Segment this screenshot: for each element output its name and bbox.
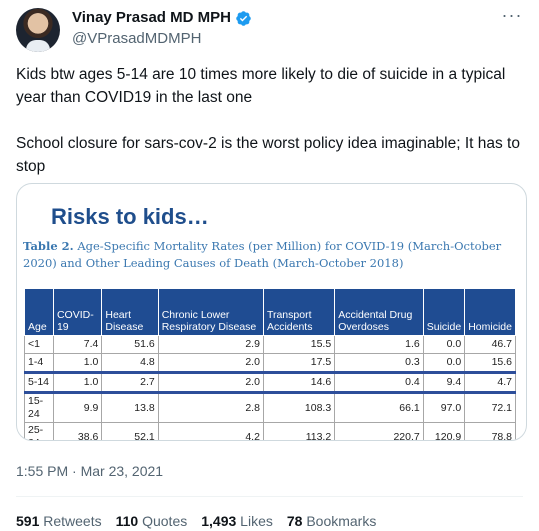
tweet-media-image[interactable]: Risks to kids… Table 2. Age-Specific Mor… — [16, 183, 527, 441]
table-header-row: Age COVID-19 Heart Disease Chronic Lower Re… — [24, 288, 516, 336]
table-value-cell: 2.8 — [157, 392, 264, 423]
tweet-paragraph-1: Kids btw ages 5-14 are 10 times more lik… — [16, 66, 506, 106]
table-caption-text: Age-Specific Mortality Rates (per Millio… — [23, 239, 502, 270]
table-caption: Table 2. Age-Specific Mortality Rates (p… — [23, 238, 519, 272]
table-value-cell: 1.0 — [52, 371, 103, 394]
bookmarks-count: 78 — [286, 513, 303, 529]
table-value-cell: 2.0 — [157, 371, 264, 394]
table-age-cell: 5-14 — [24, 371, 54, 394]
table-value-cell: 46.7 — [464, 335, 516, 354]
tweet-header: Vinay Prasad MD MPH @VPrasadMDMPH ··· — [16, 5, 523, 56]
table-value-cell: 0.0 — [422, 353, 466, 373]
table-age-cell: <1 — [24, 335, 54, 354]
table-value-cell: 15.6 — [464, 353, 516, 373]
author-handle[interactable]: @VPrasadMDMPH — [72, 30, 202, 47]
retweets-stat[interactable]: 591 Retweets — [16, 513, 102, 529]
table-header-cell: Suicide — [422, 288, 466, 336]
table-row: <1 7.4 51.6 2.9 15.5 1.6 0.0 46.7 — [24, 335, 516, 354]
quotes-stat[interactable]: 110 Quotes — [116, 513, 188, 529]
table-value-cell: 0.3 — [334, 353, 424, 373]
table-value-cell: 7.4 — [52, 335, 103, 354]
table-value-cell: 9.9 — [52, 392, 103, 423]
table-value-cell: 9.4 — [422, 371, 466, 394]
table-value-cell: 13.8 — [101, 392, 159, 423]
retweets-count: 591 — [16, 513, 40, 529]
table-value-cell: 2.9 — [157, 335, 264, 354]
table-header-cell: Transport Accidents — [262, 288, 336, 336]
table-row: 1-4 1.0 4.8 2.0 17.5 0.3 0.0 15.6 — [24, 353, 516, 373]
table-value-cell: 220.7 — [334, 422, 424, 440]
table-value-cell: 66.1 — [334, 392, 424, 423]
table-value-cell: 2.7 — [101, 371, 159, 394]
table-value-cell: 120.9 — [422, 422, 466, 440]
divider — [16, 496, 523, 497]
mortality-table: Age COVID-19 Heart Disease Chronic Lower Re… — [24, 288, 516, 440]
table-header-cell: Accidental Drug Overdoses — [334, 288, 424, 336]
table-value-cell: 51.6 — [101, 335, 159, 354]
table-header-cell: Heart Disease — [101, 288, 159, 336]
table-value-cell: 4.7 — [464, 371, 516, 394]
table-value-cell: 72.1 — [464, 392, 516, 423]
tweet-text: Kids btw ages 5-14 are 10 times more lik… — [16, 63, 521, 178]
avatar[interactable] — [16, 8, 60, 52]
table-value-cell: 38.6 — [52, 422, 103, 440]
table-age-cell: 15-24 — [24, 392, 54, 423]
table-value-cell: 1.6 — [334, 335, 424, 354]
table-value-cell: 17.5 — [262, 353, 336, 373]
table-value-cell: 78.8 — [464, 422, 516, 440]
author-display-name[interactable]: Vinay Prasad MD MPH — [72, 8, 252, 28]
table-value-cell: 0.4 — [334, 371, 424, 394]
bookmarks-stat[interactable]: 78 Bookmarks — [287, 513, 377, 529]
table-row: 15-24 9.9 13.8 2.8 108.3 66.1 97.0 72.1 — [24, 392, 516, 423]
table-value-cell: 2.0 — [157, 353, 264, 373]
table-value-cell: 52.1 — [101, 422, 159, 440]
tweet-timestamp[interactable]: 1:55 PM · Mar 23, 2021 — [16, 463, 164, 479]
more-options-icon[interactable]: ··· — [501, 5, 523, 25]
table-row: 5-14 1.0 2.7 2.0 14.6 0.4 9.4 4.7 — [24, 371, 516, 394]
table-header-cell: Homicide — [464, 288, 516, 336]
table-header-cell: COVID-19 — [52, 288, 103, 336]
quotes-label: Quotes — [142, 513, 188, 529]
likes-stat[interactable]: 1,493 Likes — [201, 513, 273, 529]
table-header-cell: Age — [24, 288, 54, 336]
slide-title: Risks to kids… — [51, 204, 209, 229]
table-value-cell: 14.6 — [262, 371, 336, 394]
author-names: Vinay Prasad MD MPH @VPrasadMDMPH — [72, 8, 252, 49]
retweets-label: Retweets — [43, 513, 102, 529]
likes-label: Likes — [240, 513, 273, 529]
table-value-cell: 97.0 — [422, 392, 466, 423]
bookmarks-label: Bookmarks — [306, 513, 377, 529]
table-value-cell: 4.2 — [157, 422, 264, 440]
table-value-cell: 113.2 — [262, 422, 336, 440]
verified-badge-icon — [236, 10, 251, 26]
tweet-paragraph-2: School closure for sars-cov-2 is the wor… — [16, 135, 520, 175]
quotes-count: 110 — [115, 513, 139, 529]
table-header-cell: Chronic Lower Respiratory Disease — [157, 288, 264, 336]
table-value-cell: 108.3 — [262, 392, 336, 423]
table-value-cell: 15.5 — [262, 335, 336, 354]
table-value-cell: 1.0 — [52, 353, 103, 373]
table-value-cell: 4.8 — [101, 353, 159, 373]
table-age-cell: 25-34 — [24, 422, 54, 440]
display-name-text[interactable]: Vinay Prasad MD MPH — [72, 9, 231, 26]
table-value-cell: 0.0 — [422, 335, 466, 354]
table-body: <1 7.4 51.6 2.9 15.5 1.6 0.0 46.7 1-4 1.0 4.8 2.0 17… — [24, 335, 516, 440]
table-age-cell: 1-4 — [24, 353, 54, 373]
likes-count: 1,493 — [201, 513, 237, 529]
table-label: Table 2. — [23, 239, 74, 253]
engagement-stats: 591 Retweets 110 Quotes 1,493 Likes 78 B… — [16, 513, 376, 529]
